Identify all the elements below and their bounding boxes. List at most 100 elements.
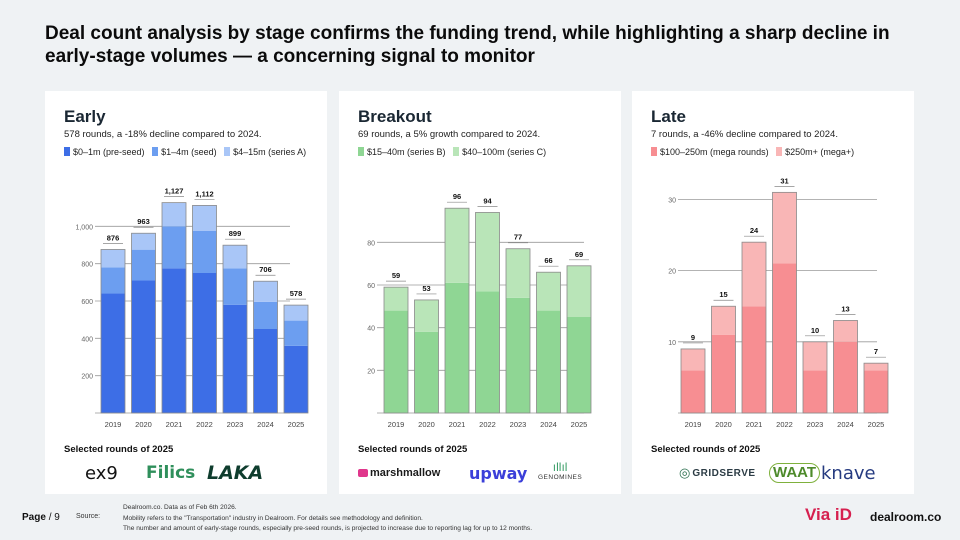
legend-item: $15–40m (series B)	[358, 147, 446, 157]
bar-segment	[711, 306, 736, 335]
source-note: Mobility refers to the "Transportation" …	[123, 514, 423, 522]
bar-segment	[253, 301, 278, 329]
total-label: 706	[259, 265, 272, 274]
bar-outline	[711, 305, 736, 414]
logo-mark	[358, 469, 368, 477]
bar-segment	[681, 370, 705, 413]
bar-segment	[536, 272, 561, 311]
bar-segment	[284, 305, 308, 321]
total-label: 24	[750, 226, 759, 235]
upway-logo: upway	[469, 461, 527, 485]
bar-outline	[100, 249, 126, 414]
logo-text: GRIDSERVE	[692, 467, 756, 479]
x-tick-label: 2020	[418, 420, 435, 429]
bar-segment	[223, 245, 247, 269]
source-note: The number and amount of early-stage rou…	[123, 525, 533, 532]
bar-outline	[161, 202, 187, 414]
late-selected-title: Selected rounds of 2025	[651, 444, 761, 455]
bar-segment	[864, 370, 888, 413]
bar-outline	[222, 244, 248, 414]
source-label: Source:	[76, 513, 101, 520]
legend-swatch	[776, 147, 783, 156]
bar-outline	[536, 271, 561, 414]
legend-swatch	[224, 147, 231, 156]
legend-item: $1–4m (seed)	[152, 147, 217, 157]
bar-segment	[253, 329, 278, 413]
early-chart: 200 400 600 800 1,000 876 2019 963 2020 1,127 2021…	[75, 187, 309, 429]
total-label: 94	[483, 196, 492, 205]
y-tick-label: 10	[668, 340, 676, 347]
bar-outline	[833, 320, 858, 414]
bar-segment	[742, 242, 766, 307]
page-label: Page	[22, 512, 46, 523]
breakout-chart: 20 40 60 80 59 2019 53 2020 96 2021 94 2022 77 2023 66…	[367, 192, 592, 429]
genomines-icon: ıllıl	[552, 460, 568, 474]
logo-text: marshmallow	[370, 467, 441, 479]
logo-text: GENOMINES	[538, 474, 583, 481]
legend-swatch	[453, 147, 460, 156]
bar-outline	[772, 191, 797, 414]
logo-text: LAKA	[207, 462, 264, 484]
y-tick-label: 40	[367, 326, 375, 333]
bar-segment	[223, 268, 247, 305]
early-logos: ex9 Filics LAKA	[64, 461, 314, 487]
bar-segment	[284, 345, 308, 413]
legend-label: $40–100m (series C)	[462, 147, 547, 157]
y-tick-label: 600	[81, 299, 93, 306]
bar-segment	[475, 212, 500, 292]
legend-label: $100–250m (mega rounds)	[660, 147, 769, 157]
late-chart: 10 20 30 9 2019 15 2020 24 2021 31 2022 10 2023 13 202…	[668, 176, 889, 429]
x-tick-label: 2022	[776, 420, 793, 429]
legend-item: $250m+ (mega+)	[776, 147, 854, 157]
bar-segment	[192, 231, 217, 273]
bar-outline	[566, 265, 592, 414]
legend-item: $100–250m (mega rounds)	[651, 147, 769, 157]
x-tick-label: 2023	[807, 420, 824, 429]
legend-label: $0–1m (pre-seed)	[73, 147, 145, 157]
source-notes: Dealroom.co. Data as of Feb 6th 2026. Mo…	[123, 503, 643, 535]
y-tick-label: 60	[367, 283, 375, 290]
late-subtitle: 7 rounds, a -46% decline compared to 202…	[651, 129, 838, 140]
bar-outline	[741, 241, 767, 414]
x-tick-label: 2020	[715, 420, 732, 429]
bar-segment	[742, 306, 766, 413]
bar-segment	[711, 334, 736, 413]
bar-segment	[162, 268, 186, 413]
waat-logo: WAAT	[769, 461, 821, 485]
bar-segment	[803, 341, 827, 371]
bar-segment	[101, 249, 125, 268]
total-label: 31	[780, 176, 788, 185]
breakout-legend: $15–40m (series B) $40–100m (series C)	[358, 146, 608, 158]
legend-label: $250m+ (mega+)	[785, 147, 855, 157]
legend-item: $0–1m (pre-seed)	[64, 147, 145, 157]
early-title: Early	[64, 107, 106, 126]
late-legend: $100–250m (mega rounds) $250m+ (mega+)	[651, 146, 901, 158]
bar-outline	[444, 207, 470, 414]
legend-swatch	[64, 147, 70, 156]
legend-label: $4–15m (series A)	[233, 147, 307, 157]
marshmallow-logo: marshmallow	[358, 461, 440, 485]
bar-segment	[536, 310, 561, 413]
x-tick-label: 2024	[257, 420, 274, 429]
bar-segment	[864, 363, 888, 371]
total-label: 7	[874, 347, 878, 356]
bar-segment	[101, 267, 125, 294]
late-panel: 10 20 30 9 2019 15 2020 24 2021 31 2022 10 2023 13 202…	[632, 91, 914, 494]
bar-segment	[833, 320, 858, 342]
x-tick-label: 2021	[449, 420, 466, 429]
total-label: 69	[575, 250, 583, 259]
laka-logo: LAKA	[207, 461, 263, 485]
legend-item: $40–100m (series C)	[453, 147, 546, 157]
total-label: 1,112	[195, 189, 213, 198]
early-legend: $0–1m (pre-seed) $1–4m (seed) $4–15m (se…	[64, 146, 314, 158]
total-label: 53	[422, 284, 430, 293]
bar-segment	[506, 248, 530, 298]
bar-outline	[131, 232, 156, 414]
page-number: / 9	[48, 512, 60, 523]
source-note: Dealroom.co. Data as of Feb 6th 2026.	[123, 504, 237, 511]
total-label: 1,127	[165, 187, 184, 196]
early-selected-title: Selected rounds of 2025	[64, 444, 174, 455]
breakout-title: Breakout	[358, 107, 432, 126]
x-tick-label: 2025	[571, 420, 588, 429]
breakout-selected-title: Selected rounds of 2025	[358, 444, 468, 455]
